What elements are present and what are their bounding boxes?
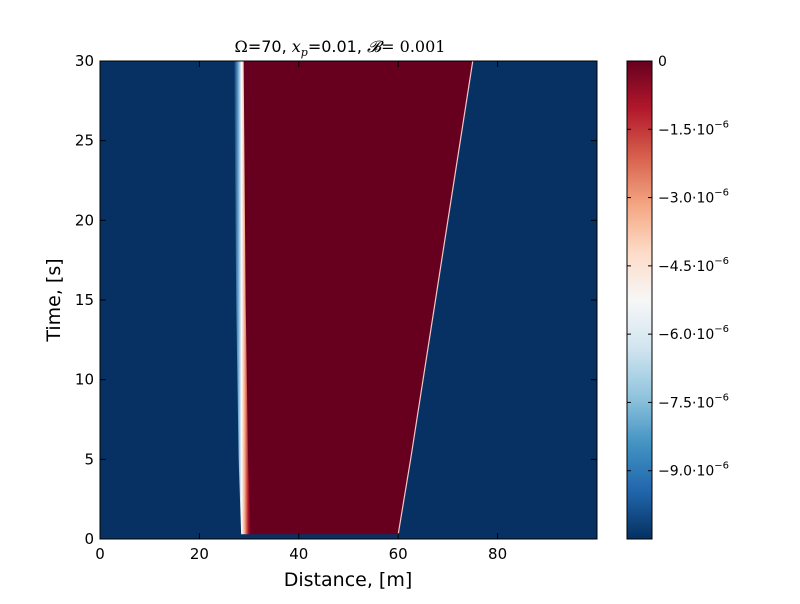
y-tick-label: 20 — [75, 211, 94, 229]
colorbar-tick-label: −9.0·10−6 — [658, 461, 729, 480]
colorbar-tick-label: −7.5·10−6 — [658, 392, 729, 411]
heatmap-left-transition-edge — [234, 61, 251, 535]
colorbar-tick-label: −6.0·10−6 — [658, 324, 729, 343]
y-tick-label: 25 — [75, 132, 94, 150]
x-tick-label: 20 — [190, 545, 209, 563]
colorbar-tick-label: 0 — [658, 54, 667, 70]
colorbar-tick-label: −1.5·10−6 — [658, 119, 729, 138]
colorbar: 0 −1.5·10−6 −3.0·10−6 −4.5·10−6 −6.0·10−6 −7.… — [626, 54, 729, 540]
x-axis: 0 20 40 60 80 — [95, 61, 507, 563]
heatmap-plot-area — [100, 61, 597, 539]
x-axis-label: Distance, [m] — [284, 569, 413, 591]
y-tick-label: 30 — [75, 52, 94, 70]
chart-title: Ω=70, xp=0.01, 𝓑= 0.001 — [235, 37, 446, 59]
heatmap-high-value-band — [242, 61, 473, 535]
x-tick-label: 60 — [389, 545, 408, 563]
x-tick-label: 80 — [488, 545, 507, 563]
x-tick-label: 40 — [289, 545, 308, 563]
x-tick-label: 0 — [95, 545, 105, 563]
heatmap-right-transition-edge — [397, 61, 474, 535]
y-axis-label: Time, [s] — [43, 258, 65, 342]
y-axis: 0 5 10 15 20 25 30 — [75, 52, 597, 548]
y-tick-label: 5 — [84, 450, 94, 468]
colorbar-ticks: 0 −1.5·10−6 −3.0·10−6 −4.5·10−6 −6.0·10−6 −7.… — [627, 54, 729, 480]
y-tick-label: 10 — [75, 371, 94, 389]
colorbar-tick-label: −4.5·10−6 — [658, 256, 729, 275]
y-tick-label: 0 — [84, 530, 94, 548]
colorbar-tick-label: −3.0·10−6 — [658, 188, 729, 207]
y-tick-label: 15 — [75, 291, 94, 309]
colorbar-gradient — [626, 60, 653, 540]
